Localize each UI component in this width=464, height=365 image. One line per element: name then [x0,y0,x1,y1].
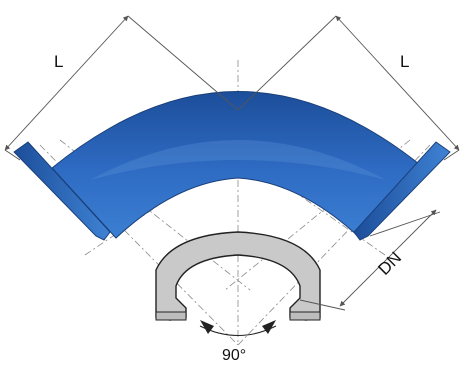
elbow-highlight [90,140,386,180]
angle-indicator [199,320,277,336]
angle-arrow-right [262,320,276,334]
dimension-length-right [237,15,460,161]
length-left-label: L [54,52,63,71]
section-left-flange [155,311,187,321]
section-right-flange [289,311,321,321]
dimension-diameter [299,209,441,311]
cross-section [155,231,321,321]
angle-arrow-left [200,320,214,334]
angle-label: 90° [222,347,246,364]
diameter-label: DN [374,248,405,279]
length-right-label: L [400,52,409,71]
dimension-length-left [4,15,239,161]
